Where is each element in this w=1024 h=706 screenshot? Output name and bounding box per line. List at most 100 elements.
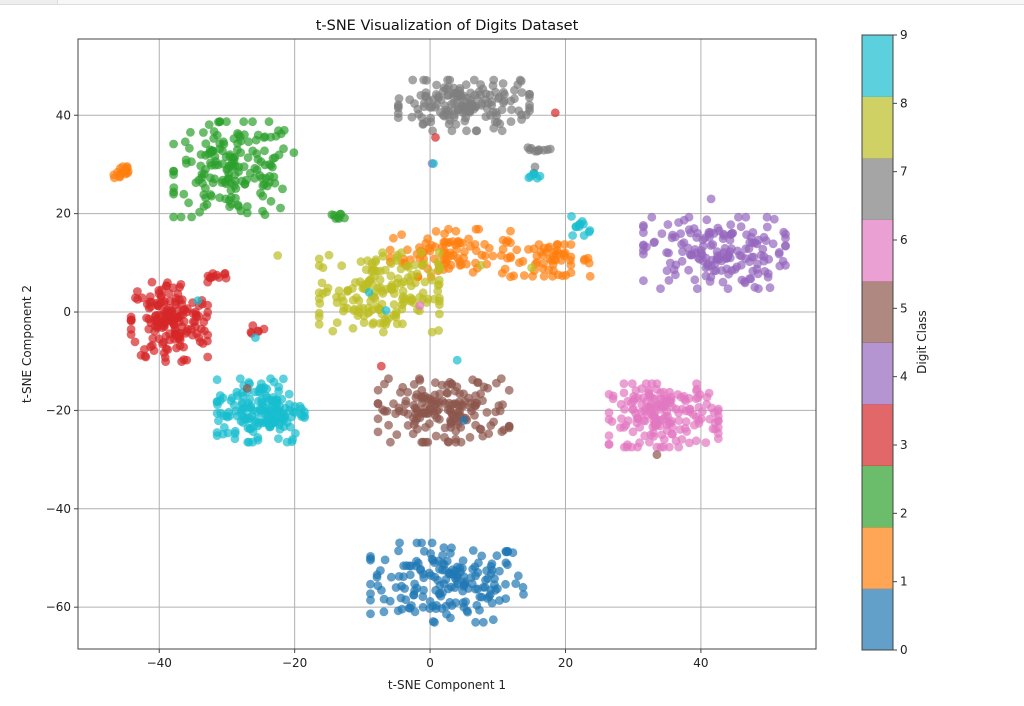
scatter-point-digit-0 — [513, 571, 523, 581]
scatter-point-digit-7 — [489, 123, 499, 133]
scatter-point-digit-8 — [332, 318, 342, 327]
scatter-point-digit-0 — [462, 606, 472, 615]
colorbar-ticks: 0 1 2 3 4 5 6 7 8 9 — [893, 28, 908, 657]
scatter-point-digit-3 — [140, 345, 149, 354]
scatter-point-digit-4 — [639, 246, 648, 255]
colorbar-segment-2 — [862, 465, 893, 528]
scatter-point-digit-2 — [221, 194, 231, 204]
scatter-point-digit-9 — [567, 212, 576, 221]
scatter-point-digit-2 — [229, 153, 238, 163]
scatter-point-digit-5 — [447, 379, 457, 389]
scatter-point-digit-9 — [568, 231, 577, 240]
scatter-point-digit-4 — [690, 275, 700, 285]
scatter-point-digit-4 — [662, 248, 672, 257]
scatter-point-digit-5 — [652, 450, 662, 460]
scatter-point-digit-5 — [471, 391, 480, 400]
scatter-point-digit-1 — [539, 243, 549, 253]
scatter-point-digit-4 — [690, 245, 700, 254]
scatter-point-digit-6 — [702, 392, 712, 402]
scatter-point-digit-8 — [371, 257, 380, 267]
colorbar-tick-label: 8 — [900, 96, 908, 110]
scatter-point-digit-3 — [170, 330, 180, 339]
scatter-point-digit-9 — [233, 411, 242, 421]
scatter-point-digit-4 — [763, 269, 773, 278]
scatter-point-digit-3 — [156, 292, 166, 302]
scatter-point-digit-2 — [186, 127, 195, 137]
scatter-point-digit-6 — [637, 400, 647, 410]
scatter-point-digit-2 — [176, 212, 186, 222]
scatter-point-digit-4 — [677, 239, 686, 249]
scatter-point-digit-0 — [471, 617, 480, 627]
scatter-point-digit-6 — [677, 435, 687, 444]
scatter-point-digit-5 — [431, 431, 441, 441]
scatter-point-digit-8 — [363, 308, 373, 318]
scatter-point-digit-9 — [278, 409, 288, 419]
scatter-point-digit-9 — [364, 287, 374, 297]
scatter-point-digit-3 — [144, 324, 154, 334]
scatter-point-digit-2 — [264, 117, 274, 127]
scatter-point-digit-7 — [428, 95, 438, 104]
scatter-point-digit-0 — [395, 538, 404, 548]
scatter-point-digit-7 — [530, 146, 540, 156]
scatter-point-digit-4 — [728, 228, 738, 238]
scatter-point-digit-6 — [619, 379, 629, 388]
scatter-point-digit-1 — [583, 253, 593, 263]
scatter-point-digit-3 — [173, 289, 183, 299]
scatter-point-digit-5 — [401, 399, 410, 409]
scatter-point-digit-3 — [188, 317, 198, 326]
scatter-point-digit-8 — [389, 300, 399, 309]
scatter-point-digit-9 — [243, 403, 253, 413]
scatter-point-digit-4 — [734, 212, 743, 222]
y-tick-label: 40 — [56, 108, 71, 122]
scatter-point-digit-0 — [366, 579, 375, 589]
scatter-point-digit-8 — [406, 281, 416, 291]
scatter-point-digit-5 — [391, 409, 400, 419]
scatter-point-digit-2 — [207, 160, 216, 170]
scatter-point-digit-8 — [429, 294, 439, 304]
scatter-point-digit-4 — [701, 263, 711, 273]
x-tick-label: 40 — [693, 656, 708, 670]
scatter-point-digit-9 — [235, 374, 245, 383]
scatter-point-digit-2 — [204, 120, 214, 129]
scatter-point-digit-2 — [229, 181, 239, 190]
scatter-point-digit-3 — [179, 355, 189, 365]
scatter-point-digit-6 — [677, 404, 687, 414]
scatter-point-digit-0 — [493, 584, 502, 593]
scatter-point-digit-6 — [649, 428, 658, 438]
scatter-point-digit-5 — [478, 431, 488, 441]
scatter-point-digit-8 — [392, 319, 402, 329]
scatter-point-digit-5 — [413, 406, 423, 416]
scatter-point-digit-0 — [468, 546, 478, 555]
scatter-point-digit-4 — [736, 222, 746, 232]
scatter-point-digit-5 — [478, 396, 487, 405]
scatter-point-digit-0 — [479, 617, 488, 627]
scatter-point-digit-9 — [295, 401, 305, 411]
scatter-point-digit-8 — [314, 320, 324, 329]
scatter-point-digit-5 — [415, 376, 425, 385]
colorbar-segment-9 — [862, 35, 893, 97]
scatter-point-digit-5 — [504, 385, 514, 395]
scatter-point-digit-2 — [184, 198, 194, 208]
scatter-point-digit-3 — [161, 344, 171, 354]
scatter-point-digit-2 — [253, 130, 263, 140]
colorbar-segment-7 — [862, 158, 893, 220]
scatter-point-digit-9 — [251, 333, 260, 342]
scatter-point-digit-9 — [212, 397, 222, 406]
scatter-point-digit-1 — [560, 248, 570, 258]
scatter-point-digit-0 — [435, 580, 445, 590]
scatter-point-digit-4 — [745, 237, 755, 247]
scatter-point-digit-7 — [498, 79, 508, 88]
scatter-point-digit-4 — [710, 259, 720, 269]
scatter-point-digit-9 — [259, 408, 269, 417]
scatter-point-digit-0 — [397, 604, 407, 614]
scatter-point-digit-6 — [713, 434, 723, 443]
scatter-point-digit-7 — [510, 94, 519, 104]
scatter-point-digit-1 — [470, 240, 480, 249]
scatter-point-digit-5 — [443, 388, 452, 398]
scatter-point-digit-4 — [732, 262, 742, 272]
scatter-point-digit-5 — [384, 420, 393, 430]
scatter-point-digit-4 — [740, 278, 750, 288]
scatter-point-digit-8 — [318, 263, 328, 273]
scatter-point-digit-7 — [443, 75, 452, 85]
scatter-point-digit-7 — [447, 126, 457, 136]
